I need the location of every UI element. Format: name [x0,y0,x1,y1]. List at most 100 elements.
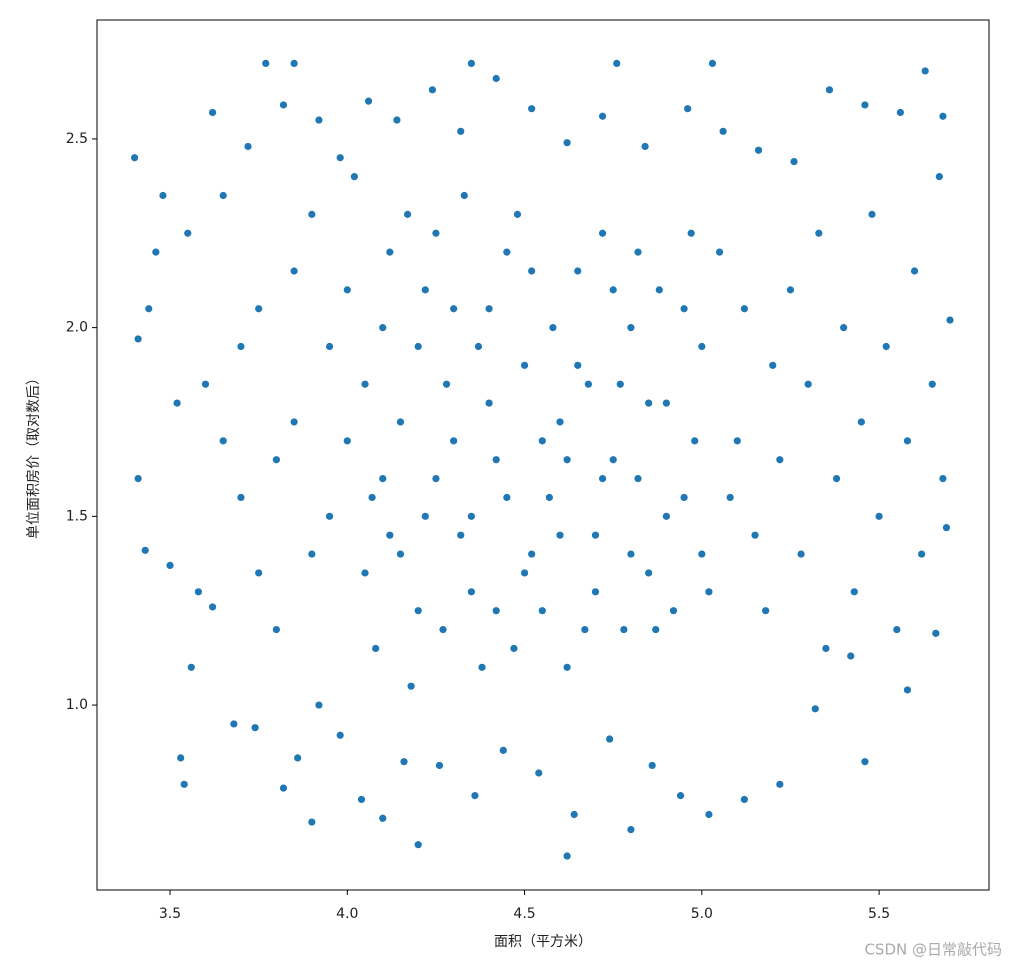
point [201,380,210,388]
point [244,142,252,151]
point [503,493,511,502]
x-tick-label: 4.0 [336,906,358,922]
point [460,191,468,200]
point [308,210,316,218]
point [705,588,713,596]
point [684,105,692,113]
point [357,795,366,804]
point [609,456,617,464]
point [414,841,422,849]
point [655,286,663,294]
point [450,437,458,445]
point [467,588,475,596]
point [308,818,316,826]
point [719,127,727,135]
point [255,569,263,577]
point [386,248,394,256]
point [208,603,217,611]
point [219,437,227,445]
plot-frame [96,19,990,891]
point [574,267,582,275]
point [598,112,607,120]
point [726,493,734,502]
point [478,663,486,671]
point [379,814,387,822]
watermark: CSDN @日常敲代码 [864,941,1002,959]
point [591,588,600,596]
point [776,456,784,464]
point [698,550,706,558]
point [485,305,493,313]
point [591,531,600,539]
x-tick-label: 5.0 [691,906,713,922]
point [528,550,536,558]
point [680,305,688,313]
point [272,625,280,634]
point [528,267,536,275]
point [152,248,160,256]
point [325,512,334,520]
point [754,146,763,154]
point [563,663,571,671]
point [857,418,865,426]
point [645,399,653,407]
point [492,607,500,615]
point [563,852,571,860]
point [535,769,543,777]
point [847,652,855,660]
point [687,229,695,237]
point [520,569,529,577]
point [177,754,185,762]
point [237,342,245,351]
point [432,474,440,483]
point [457,531,465,539]
point [173,399,181,407]
point [634,474,642,483]
point [141,546,149,554]
point [361,569,369,577]
x-axis-label: 面积（平方米） [494,934,592,950]
point [861,101,869,109]
point [645,569,653,577]
x-tick-label: 3.5 [159,906,181,922]
point [467,512,475,520]
point [669,607,678,615]
point [467,59,475,68]
point [130,154,139,162]
point [928,380,936,388]
point [343,286,351,294]
point [290,267,298,275]
point [414,342,422,351]
point [598,474,607,483]
point [627,550,635,558]
point [896,108,904,117]
point [350,173,358,181]
point [379,324,387,332]
point [368,493,376,502]
point [159,191,167,200]
point [474,342,483,351]
point [361,380,369,388]
point [343,437,351,445]
point [255,305,263,313]
point [691,437,699,445]
point [942,524,951,532]
point [570,810,578,819]
point [364,97,373,105]
point [939,112,947,120]
point [315,701,323,709]
point [230,720,238,728]
point [598,229,607,237]
point [811,705,819,713]
point [584,380,592,388]
point [208,108,217,117]
point [935,173,943,181]
point [315,116,323,124]
point [194,588,202,596]
point [513,210,522,218]
point [786,286,795,294]
point [698,342,706,351]
point [921,67,929,75]
point [875,512,883,520]
